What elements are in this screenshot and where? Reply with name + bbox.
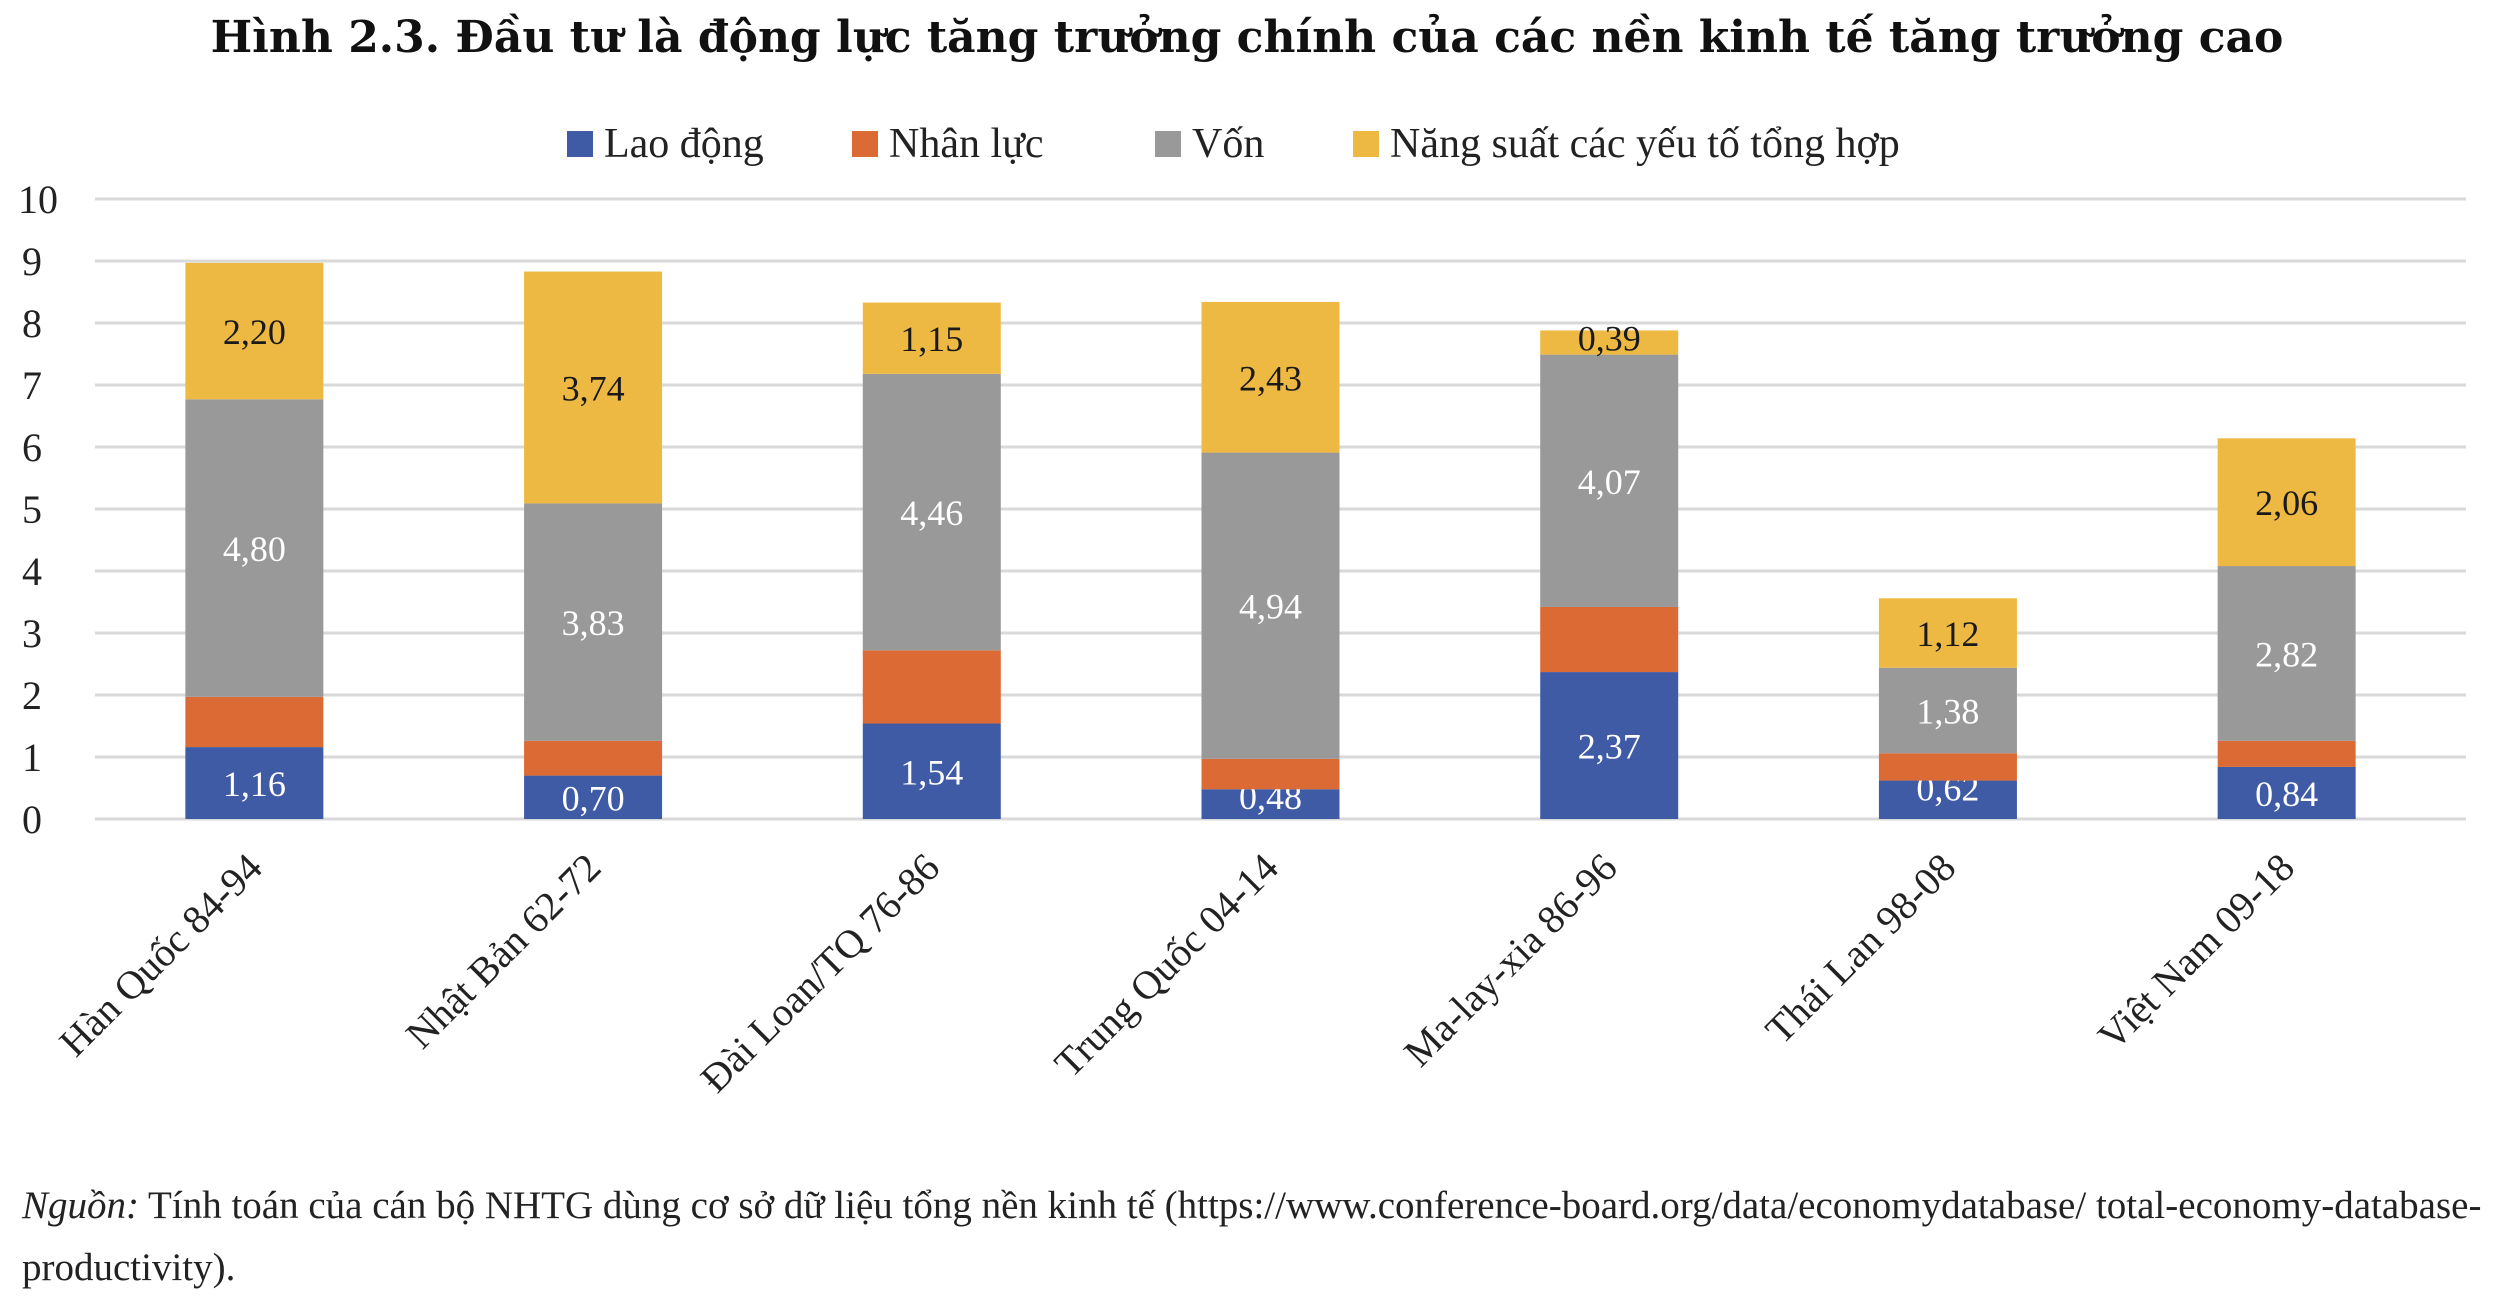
y-axis: 0 1 2 3 4 5 6 7 8 9 10: [18, 177, 58, 842]
y-tick-label: 10: [18, 177, 58, 222]
y-tick-label: 9: [22, 239, 42, 284]
bar-segment: [185, 262, 324, 400]
data-label: 4,80: [223, 529, 286, 569]
x-category-label: Việt Nam 09-18: [2089, 845, 2303, 1059]
data-label: 3,74: [562, 368, 625, 408]
bar-segment: [185, 399, 324, 697]
bar-segment: [1540, 606, 1679, 673]
bar-segment: [1878, 598, 2017, 668]
legend-swatch: [1353, 131, 1379, 157]
bar-segment: [862, 302, 1001, 374]
bar-segment: [1540, 672, 1679, 819]
legend-label: Lao động: [604, 121, 764, 167]
data-label: 1,54: [900, 752, 963, 792]
bar-segment: [524, 271, 663, 504]
data-label: 4,94: [1239, 587, 1302, 627]
data-label: 0,39: [1578, 318, 1641, 358]
bar-segment: [862, 373, 1001, 651]
bar-segment: [524, 503, 663, 741]
bar-segment: [185, 696, 324, 748]
y-tick-label: 4: [22, 549, 42, 594]
bar-segment: [1878, 753, 2017, 781]
legend-label: Năng suất các yếu tố tổng hợp: [1390, 121, 1900, 167]
data-label: 1,15: [900, 319, 963, 359]
bar-segment: [1540, 330, 1679, 355]
x-category-label: Ma-lay-xia 86-96: [1395, 845, 1626, 1076]
legend-swatch: [567, 131, 593, 157]
bar-segment: [1201, 452, 1340, 759]
x-category-label: Đài Loan/TQ 76-86: [692, 845, 948, 1101]
y-tick-label: 1: [22, 735, 42, 780]
bar-segment: [1540, 354, 1679, 607]
bar-segment: [2217, 766, 2356, 819]
data-label: 2,06: [2255, 483, 2318, 523]
bar-segment: [2217, 740, 2356, 767]
source-label: Nguồn:: [22, 1184, 139, 1227]
bar-segment: [524, 740, 663, 776]
source-text: Tính toán của cán bộ NHTG dùng cơ sở dữ …: [22, 1184, 2482, 1289]
bar-segment: [524, 775, 663, 819]
data-label: 1,12: [1916, 614, 1979, 654]
bar-segment: [1878, 780, 2017, 819]
chart-title: Hình 2.3. Đầu tư là động lực tăng trưởng…: [211, 12, 2284, 63]
legend-swatch: [852, 131, 878, 157]
data-label: 2,43: [1239, 358, 1302, 398]
x-axis: Hàn Quốc 84-94 Nhật Bản 62-72 Đài Loan/TQ …: [50, 845, 2303, 1101]
y-tick-label: 0: [22, 797, 42, 842]
y-tick-label: 5: [22, 487, 42, 532]
legend: Lao động Nhân lực Vốn Năng suất các yếu tố …: [567, 121, 1900, 167]
legend-label: Nhân lực: [889, 121, 1044, 167]
data-label: 3,83: [562, 603, 625, 643]
bar-segment: [862, 650, 1001, 724]
data-label: 2,82: [2255, 634, 2318, 674]
x-category-label: Nhật Bản 62-72: [397, 845, 609, 1057]
y-tick-label: 2: [22, 673, 42, 718]
bar-segment: [185, 747, 324, 819]
bar-segment: [1878, 667, 2017, 754]
data-label: 2,37: [1578, 727, 1641, 767]
bar-segment: [2217, 438, 2356, 567]
bar-segment: [1201, 758, 1340, 790]
y-tick-label: 8: [22, 301, 42, 346]
bar-segment: [862, 723, 1001, 819]
legend-label: Vốn: [1192, 121, 1264, 167]
x-category-label: Thái Lan 98-08: [1757, 845, 1965, 1053]
data-label: 4,46: [900, 493, 963, 533]
y-tick-label: 6: [22, 425, 42, 470]
source-note: Nguồn: Tính toán của cán bộ NHTG dùng cơ…: [22, 1175, 2482, 1299]
x-category-label: Trung Quốc 04-14: [1046, 845, 1287, 1086]
y-tick-label: 7: [22, 363, 42, 408]
x-category-label: Hàn Quốc 84-94: [50, 845, 270, 1065]
data-label: 0,84: [2255, 774, 2318, 814]
data-label: 0,70: [562, 778, 625, 818]
bar-segment: [1201, 789, 1340, 819]
y-tick-label: 3: [22, 611, 42, 656]
legend-swatch: [1155, 131, 1181, 157]
data-label: 4,07: [1578, 462, 1641, 502]
bar-segment: [1201, 301, 1340, 453]
data-label: 1,16: [223, 764, 286, 804]
data-label: 2,20: [223, 312, 286, 352]
data-label: 1,38: [1916, 692, 1979, 732]
stacked-bar-chart: Hình 2.3. Đầu tư là động lực tăng trưởng…: [18, 12, 2466, 1101]
bar-segment: [2217, 566, 2356, 741]
bars: 1,164,802,200,703,833,741,544,461,150,48…: [185, 262, 2356, 819]
